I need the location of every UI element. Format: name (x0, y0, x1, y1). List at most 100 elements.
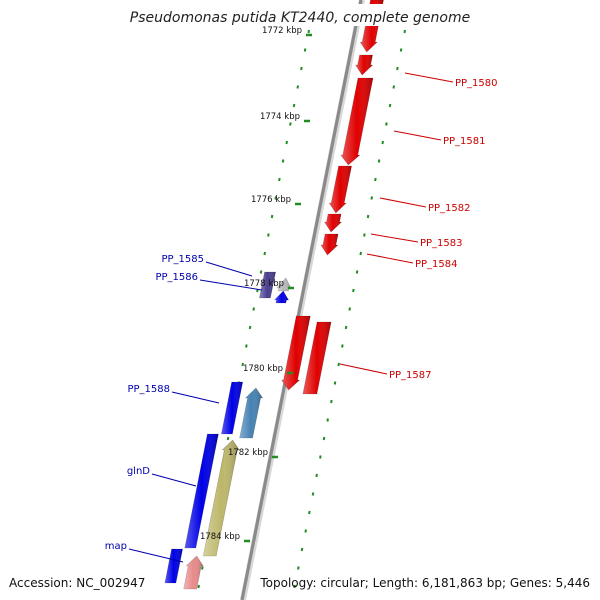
genome-summary-text: Topology: circular; Length: 6,181,863 bp… (259, 576, 590, 590)
tick-dot-outer (315, 473, 318, 478)
tick-dot-outer (366, 214, 370, 219)
tick-dot-inner (252, 307, 255, 311)
backbone-layer (240, 0, 365, 600)
gene-label-pp_1582: PP_1582 (428, 203, 471, 214)
tick-dot-outer (293, 584, 296, 589)
tick-dot-inner (278, 177, 281, 182)
position-tick-label: 1774 kbp (260, 112, 300, 122)
gene-blue-small-1-shading (274, 291, 289, 303)
gene-label-pp_1584: PP_1584 (415, 259, 458, 270)
tick-dot-outer (359, 251, 363, 256)
tick-dot-outer (374, 177, 377, 182)
gene-red-6-shading (320, 234, 339, 255)
gene-label-pp_1583: PP_1583 (420, 238, 463, 249)
leader-line-pp_1583 (370, 233, 419, 243)
tick-dot-outer (396, 66, 399, 71)
tick-dot-outer (319, 455, 322, 459)
tick-dot-inner (281, 159, 285, 163)
gene-red-4-shading (329, 166, 352, 213)
leader-line-pp_1588 (171, 391, 220, 404)
tick-dot-outer (370, 196, 374, 200)
gene-pp1587-rect-shading (259, 272, 276, 298)
gene-glnd-rect-shading (203, 440, 240, 556)
tick-dot-outer (308, 510, 311, 515)
gene-label-pp_1587: PP_1587 (389, 370, 432, 381)
tick-dot-inner (267, 233, 270, 237)
tick-dot-inner (285, 140, 289, 145)
tick-dot-inner (248, 325, 252, 330)
leader-line-pp_1582 (379, 197, 427, 208)
title-backdrop (140, 4, 470, 26)
gene-blue-small-2-shading (221, 382, 243, 434)
position-tick-label: 1780 kbp (243, 364, 283, 374)
leader-line-glnd (151, 473, 197, 487)
gene-red-2-shading (355, 55, 373, 75)
tick-dot-inner (201, 566, 204, 570)
tick-dot-inner (289, 122, 292, 126)
tick-dot-inner (300, 66, 303, 71)
gene-label-pp_1585: PP_1585 (161, 254, 204, 265)
leader-line-pp_1586 (199, 279, 263, 291)
tick-dot-outer (333, 381, 337, 385)
gene-red-3-shading (340, 78, 373, 165)
tick-dot-outer (385, 122, 388, 126)
tick-dot-outer (355, 270, 359, 274)
tick-dot-outer (403, 29, 407, 34)
gene-label-pp_1581: PP_1581 (443, 136, 486, 147)
tick-dot-outer (326, 418, 329, 422)
gene-pp1588-arrow-shading (184, 434, 219, 548)
position-ticks-layer: 1772 kbp 1774 kbp 1776 kbp 1778 kbp 1780 kbp… (200, 26, 312, 543)
tick-dot-inner (307, 29, 311, 34)
tick-dot-inner (245, 344, 248, 348)
features-layer (164, 0, 384, 590)
leader-line-pp_1580 (404, 72, 454, 83)
leader-line-map (128, 548, 184, 563)
tick-dot-outer (337, 362, 340, 367)
accession-text: Accession: NC_002947 (9, 576, 145, 590)
position-tick-label: 1776 kbp (251, 195, 291, 205)
tick-dot-outer (322, 436, 326, 441)
leader-line-pp_1584 (366, 253, 414, 264)
gene-red-5-shading (324, 214, 342, 232)
tick-dot-outer (381, 140, 385, 145)
tick-dots-layer (197, 29, 407, 589)
position-tick-label: 1782 kbp (228, 448, 268, 458)
tick-dot-outer (330, 399, 333, 404)
tick-dot-inner (303, 48, 307, 52)
position-tick-label: 1772 kbp (262, 26, 302, 36)
tick-dot-outer (311, 492, 315, 496)
tick-dot-inner (270, 214, 274, 219)
leader-line-pp_1585 (205, 261, 253, 277)
gene-pp1585-rect-shading (276, 278, 291, 291)
tick-dot-outer (363, 233, 366, 237)
tick-dot-inner (263, 251, 267, 256)
tick-dot-inner (292, 103, 296, 108)
gene-pp1588-rect-shading (239, 388, 263, 438)
position-tick-label: 1778 kbp (244, 279, 284, 289)
tick-dot-inner (259, 270, 263, 274)
gene-label-pp_1588: PP_1588 (127, 384, 170, 395)
gene-red-7-shading (281, 316, 311, 390)
leader-line-pp_1581 (393, 130, 442, 141)
gene-map-rect-shading (183, 556, 204, 589)
tick-dot-inner (226, 436, 230, 441)
backbone-line (240, 0, 363, 600)
tick-dot-inner (197, 584, 200, 589)
map-title: Pseudomonas putida KT2440, complete geno… (130, 10, 470, 26)
gene-labels-layer: PP_1580 PP_1581 PP_1582 PP_1583 PP_1584 PP_15… (105, 78, 498, 552)
tick-dot-outer (388, 103, 392, 108)
tick-dot-outer (399, 48, 403, 52)
tick-dot-inner (274, 196, 278, 200)
gene-label-pp_1580: PP_1580 (455, 78, 498, 89)
gene-glnd-arrow-shading (164, 549, 183, 583)
tick-dot-outer (392, 85, 396, 89)
tick-dot-outer (300, 547, 304, 552)
position-tick-label: 1784 kbp (200, 532, 240, 542)
tick-dot-outer (297, 566, 300, 570)
tick-dot-outer (377, 159, 381, 163)
tick-dot-outer (304, 529, 307, 533)
leader-line-pp_1587 (339, 363, 388, 375)
gene-red-8-shading (302, 322, 332, 394)
tick-dot-inner (296, 85, 300, 89)
